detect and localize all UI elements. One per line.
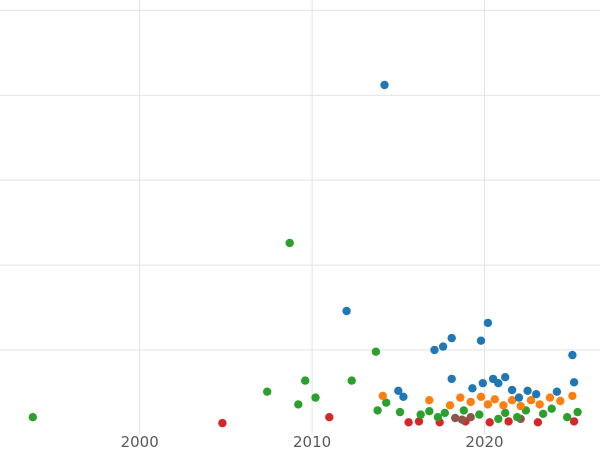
data-point-red bbox=[218, 418, 227, 428]
data-point-orange bbox=[556, 396, 565, 406]
data-point-green bbox=[347, 376, 356, 385]
data-point-green bbox=[501, 408, 510, 418]
x-tick-label: 2020 bbox=[465, 433, 503, 450]
data-point-green bbox=[294, 400, 303, 409]
data-point-green bbox=[382, 398, 391, 407]
data-point-green bbox=[433, 413, 443, 422]
data-point-orange bbox=[535, 400, 544, 409]
data-point-red bbox=[325, 413, 334, 422]
data-point-green bbox=[494, 414, 503, 424]
data-point-blue bbox=[483, 318, 493, 328]
data-point-orange bbox=[456, 393, 465, 402]
x-tick-label: 2000 bbox=[121, 433, 159, 450]
data-point-blue bbox=[430, 345, 439, 355]
data-point-blue bbox=[507, 385, 517, 395]
data-point-blue bbox=[569, 378, 579, 387]
data-point-blue bbox=[476, 336, 486, 345]
data-point-green bbox=[538, 409, 548, 418]
data-point-blue bbox=[438, 342, 448, 351]
data-point-green bbox=[395, 407, 405, 417]
data-point-blue bbox=[568, 350, 577, 360]
data-point-orange bbox=[476, 392, 486, 401]
data-point-blue bbox=[532, 390, 541, 399]
data-point-red bbox=[533, 418, 543, 427]
data-point-red bbox=[404, 418, 413, 427]
data-point-orange bbox=[568, 391, 577, 401]
data-point-green bbox=[285, 238, 294, 248]
data-point-green bbox=[547, 404, 556, 413]
data-point-red bbox=[414, 417, 424, 426]
data-point-green bbox=[513, 413, 522, 422]
data-point-green bbox=[373, 406, 382, 415]
data-point-orange bbox=[466, 397, 475, 407]
data-point-green bbox=[475, 410, 484, 419]
data-point-red bbox=[569, 417, 579, 426]
data-point-green bbox=[563, 413, 572, 422]
data-point-blue bbox=[478, 379, 487, 388]
data-point-green bbox=[459, 406, 468, 415]
data-point-green bbox=[573, 407, 582, 417]
data-point-blue bbox=[447, 374, 456, 384]
data-point-orange bbox=[545, 393, 555, 402]
data-point-blue bbox=[468, 384, 477, 393]
data-point-blue bbox=[552, 387, 562, 396]
data-point-blue bbox=[394, 386, 403, 395]
data-point-brown bbox=[451, 413, 460, 423]
data-point-green bbox=[301, 376, 310, 385]
data-point-red bbox=[504, 417, 513, 426]
data-point-green bbox=[263, 387, 272, 396]
data-point-blue bbox=[380, 80, 389, 90]
data-point-orange bbox=[445, 401, 455, 410]
data-point-green bbox=[416, 410, 425, 419]
data-point-blue bbox=[523, 386, 532, 395]
data-point-blue bbox=[494, 379, 503, 388]
data-point-brown bbox=[457, 415, 467, 424]
data-point-orange bbox=[425, 396, 434, 405]
data-point-orange bbox=[516, 401, 525, 411]
data-point-orange bbox=[507, 396, 517, 405]
data-point-blue bbox=[514, 393, 524, 402]
data-point-green bbox=[28, 413, 37, 422]
data-point-orange bbox=[526, 396, 536, 405]
data-point-orange bbox=[490, 395, 499, 404]
data-point-green bbox=[371, 347, 381, 356]
data-point-green bbox=[425, 407, 434, 416]
data-point-blue bbox=[447, 333, 456, 343]
data-point-orange bbox=[483, 400, 493, 409]
data-point-blue bbox=[501, 373, 510, 382]
data-point-orange bbox=[378, 391, 387, 401]
data-point-brown bbox=[466, 413, 475, 422]
data-point-green bbox=[311, 393, 320, 402]
data-point-red bbox=[485, 418, 494, 427]
x-tick-label: 2010 bbox=[293, 433, 331, 450]
data-point-blue bbox=[342, 306, 351, 316]
data-point-orange bbox=[499, 401, 508, 410]
data-point-green bbox=[440, 408, 449, 418]
data-point-blue bbox=[399, 392, 408, 401]
